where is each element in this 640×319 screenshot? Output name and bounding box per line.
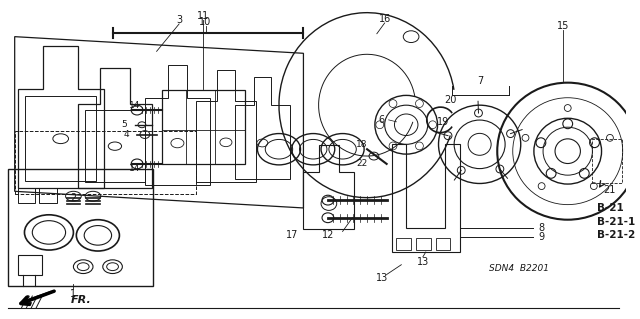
Bar: [15, 130, 196, 194]
Bar: [18, 189, 35, 203]
Text: 14: 14: [129, 164, 140, 173]
Text: 1: 1: [70, 289, 76, 299]
Text: 3: 3: [176, 15, 182, 25]
Bar: [396, 238, 411, 250]
Text: B-21-1: B-21-1: [597, 217, 636, 227]
Text: FR.: FR.: [70, 295, 92, 305]
Text: SDN4  B2201: SDN4 B2201: [489, 264, 548, 273]
Text: 9: 9: [538, 232, 545, 242]
Text: 13: 13: [376, 273, 388, 283]
Text: 18: 18: [356, 140, 367, 149]
Bar: [18, 255, 42, 275]
Text: 21: 21: [604, 185, 616, 195]
Bar: [416, 238, 431, 250]
Text: 5: 5: [122, 120, 127, 129]
Bar: [39, 189, 57, 203]
Bar: [436, 238, 451, 250]
Text: 12: 12: [322, 230, 334, 240]
Text: 6: 6: [378, 115, 385, 125]
Text: 22: 22: [356, 160, 368, 168]
Text: 14: 14: [129, 101, 140, 110]
Text: 10: 10: [200, 17, 212, 27]
Text: 16: 16: [378, 14, 391, 24]
Text: 8: 8: [538, 223, 545, 233]
Text: 11: 11: [196, 11, 209, 21]
Text: 15: 15: [557, 21, 569, 31]
Text: 20: 20: [444, 95, 456, 105]
Text: 7: 7: [477, 76, 484, 86]
Text: B-21-2: B-21-2: [597, 230, 636, 240]
Text: 13: 13: [417, 257, 429, 267]
Text: 4: 4: [124, 130, 129, 139]
Text: 2: 2: [70, 193, 77, 203]
Text: 17: 17: [286, 230, 298, 240]
Text: B-21: B-21: [597, 203, 624, 213]
Bar: [8, 169, 153, 286]
Text: 19: 19: [437, 117, 449, 127]
Bar: [592, 139, 621, 183]
